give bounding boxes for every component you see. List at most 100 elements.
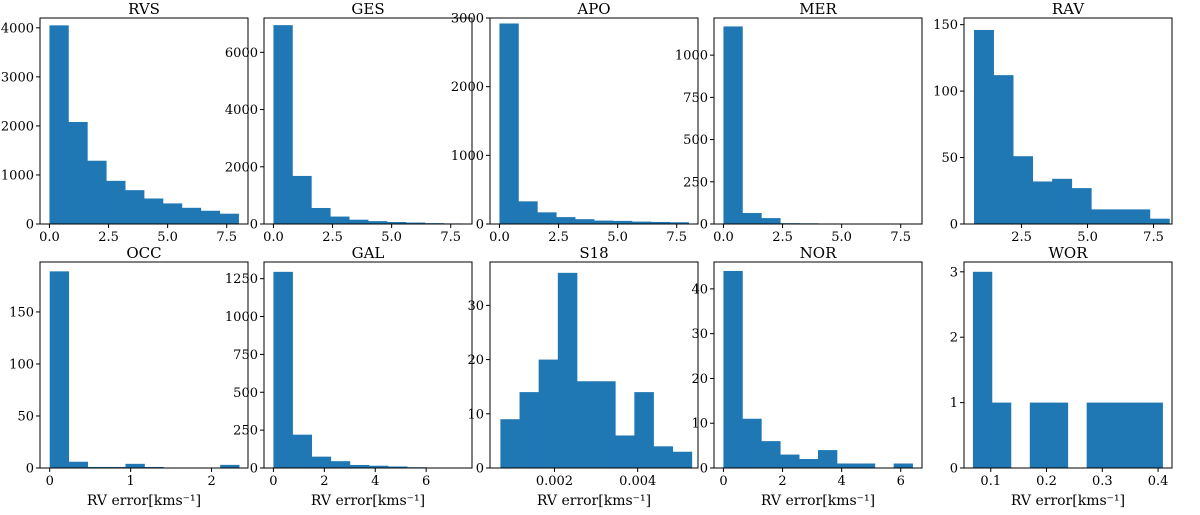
ytick-label-occ-1: 50 bbox=[17, 409, 34, 424]
axes-frame-wor bbox=[963, 261, 1173, 469]
ytick-label-ges-1: 2000 bbox=[225, 160, 258, 175]
ytick-label-wor-1: 1 bbox=[950, 396, 958, 411]
panel-title-rvs: RVS bbox=[128, 0, 160, 18]
panel-title-nor: NOR bbox=[800, 244, 837, 262]
bar-rav-6 bbox=[1091, 209, 1112, 224]
bar-s18-8 bbox=[653, 446, 674, 468]
bar-mer-0 bbox=[723, 26, 743, 224]
bar-apo-1 bbox=[518, 201, 538, 224]
ytick-label-rvs-2: 2000 bbox=[1, 119, 34, 134]
bar-rav-7 bbox=[1110, 209, 1131, 224]
bar-ges-3 bbox=[330, 216, 350, 224]
bar-apo-8 bbox=[650, 221, 671, 224]
xtick-label-rvs-0: 0.0 bbox=[39, 230, 60, 245]
xtick-label-wor-3: 0.4 bbox=[1148, 474, 1169, 489]
ytick-label-gal-5: 1250 bbox=[225, 272, 258, 287]
bar-mer-1 bbox=[742, 213, 762, 224]
xtick-label-rvs-2: 5.0 bbox=[157, 230, 178, 245]
bar-rav-9 bbox=[1149, 218, 1170, 224]
panel-ges: GES 0.0 2.5 5.0 7.5 0 2000 4000 6000 bbox=[225, 0, 473, 245]
bar-s18-0 bbox=[500, 419, 520, 468]
ytick-label-mer-4: 1000 bbox=[675, 49, 708, 64]
bar-s18-3 bbox=[557, 272, 578, 468]
panel-title-ges: GES bbox=[351, 0, 384, 18]
bar-nor-6 bbox=[836, 463, 857, 468]
xtick-label-gal-1: 2 bbox=[320, 474, 328, 489]
bar-wor-1 bbox=[991, 402, 1012, 468]
bar-wor-7 bbox=[1105, 402, 1125, 468]
panel-title-occ: OCC bbox=[126, 244, 161, 262]
xtick-label-nor-0: 0 bbox=[719, 474, 727, 489]
xtick-label-mer-3: 7.5 bbox=[890, 230, 911, 245]
bar-nor-9 bbox=[893, 463, 913, 468]
bar-rvs-4 bbox=[125, 190, 145, 224]
bar-ges-0 bbox=[273, 25, 293, 225]
xtick-label-rav-0: 2.5 bbox=[1011, 230, 1032, 245]
xtick-label-s18-1: 0.004 bbox=[619, 474, 656, 489]
bar-rvs-2 bbox=[87, 160, 107, 224]
bar-gal-5 bbox=[368, 465, 389, 468]
panel-rav: RAV 2.5 5.0 7.5 0 50 100 150 bbox=[933, 0, 1173, 245]
panel-nor: NOR 0 2 4 6 0 10 20 30 40 RV error[kms⁻¹] bbox=[691, 244, 923, 509]
bar-gal-3 bbox=[330, 461, 351, 468]
panel-apo: APO 0.0 2.5 5.0 7.5 0 1000 2000 3000 bbox=[451, 0, 699, 245]
bar-s18-1 bbox=[519, 392, 540, 468]
xtick-label-wor-1: 0.2 bbox=[1036, 474, 1057, 489]
bar-s18-7 bbox=[634, 392, 654, 468]
xtick-label-mer-0: 0.0 bbox=[713, 230, 734, 245]
xaxis-label-occ: RV error[kms⁻¹] bbox=[87, 493, 201, 509]
xaxis-label-gal: RV error[kms⁻¹] bbox=[311, 493, 425, 509]
xtick-label-mer-2: 5.0 bbox=[831, 230, 852, 245]
panel-title-s18: S18 bbox=[579, 244, 608, 262]
bar-rav-5 bbox=[1071, 188, 1092, 224]
bar-rvs-3 bbox=[106, 180, 126, 224]
xtick-label-wor-0: 0.1 bbox=[980, 474, 1001, 489]
bar-rav-4 bbox=[1052, 178, 1073, 224]
axes-frame-ges bbox=[263, 17, 473, 225]
ytick-label-ges-2: 4000 bbox=[225, 103, 258, 118]
bar-rvs-0 bbox=[49, 25, 69, 224]
ytick-label-mer-0: 0 bbox=[700, 218, 708, 233]
bar-apo-5 bbox=[594, 220, 614, 224]
xtick-label-ges-3: 7.5 bbox=[440, 230, 461, 245]
xtick-label-gal-3: 6 bbox=[422, 474, 430, 489]
ytick-label-mer-2: 500 bbox=[683, 133, 708, 148]
xaxis-label-nor: RV error[kms⁻¹] bbox=[761, 493, 875, 509]
bar-nor-0 bbox=[723, 270, 743, 468]
bar-rvs-6 bbox=[162, 203, 183, 224]
ytick-label-rvs-0: 0 bbox=[26, 218, 34, 233]
xtick-label-nor-2: 4 bbox=[837, 474, 845, 489]
bar-gal-6 bbox=[387, 466, 408, 468]
ytick-label-apo-3: 3000 bbox=[451, 12, 484, 27]
bar-gal-2 bbox=[311, 456, 332, 468]
ytick-label-gal-4: 1000 bbox=[225, 310, 258, 325]
ytick-label-rav-2: 100 bbox=[933, 85, 958, 100]
bar-mer-2 bbox=[761, 218, 781, 224]
panel-s18: S18 0.002 0.004 0 10 20 30 RV error[kms⁻¹] bbox=[467, 244, 699, 509]
bar-occ-5 bbox=[144, 466, 164, 468]
bar-s18-6 bbox=[615, 435, 635, 468]
bar-s18-5 bbox=[596, 381, 616, 468]
ytick-label-ges-3: 6000 bbox=[225, 46, 258, 61]
bar-ges-5 bbox=[368, 221, 388, 224]
bar-wor-9 bbox=[1143, 402, 1163, 468]
panel-title-apo: APO bbox=[576, 0, 610, 18]
ytick-label-nor-0: 0 bbox=[700, 462, 708, 477]
bar-nor-1 bbox=[742, 418, 762, 468]
panel-gal: GAL 0 2 4 6 0 250 500 750 1000 1250 RV error[kms⁻¹] bbox=[225, 244, 473, 509]
ytick-label-nor-1: 10 bbox=[691, 417, 708, 432]
bar-gal-0 bbox=[273, 271, 293, 468]
panel-title-rav: RAV bbox=[1052, 0, 1085, 18]
panel-rvs: RVS 0.0 2.5 5.0 7.5 0 1000 2000 3000 4000 bbox=[1, 0, 249, 245]
bar-rav-2 bbox=[1013, 156, 1034, 224]
xtick-label-rav-2: 7.5 bbox=[1143, 230, 1164, 245]
panel-title-mer: MER bbox=[799, 0, 837, 18]
bar-occ-4 bbox=[125, 463, 145, 468]
bar-s18-9 bbox=[672, 451, 693, 468]
ytick-label-nor-3: 30 bbox=[691, 327, 708, 342]
ytick-label-apo-0: 0 bbox=[476, 218, 484, 233]
panel-occ: OCC 0 1 2 0 50 100 150 RV error[kms⁻¹] bbox=[9, 244, 249, 509]
ytick-label-nor-4: 40 bbox=[691, 282, 708, 297]
ytick-label-s18-3: 30 bbox=[467, 299, 484, 314]
bar-rav-1 bbox=[993, 75, 1014, 225]
